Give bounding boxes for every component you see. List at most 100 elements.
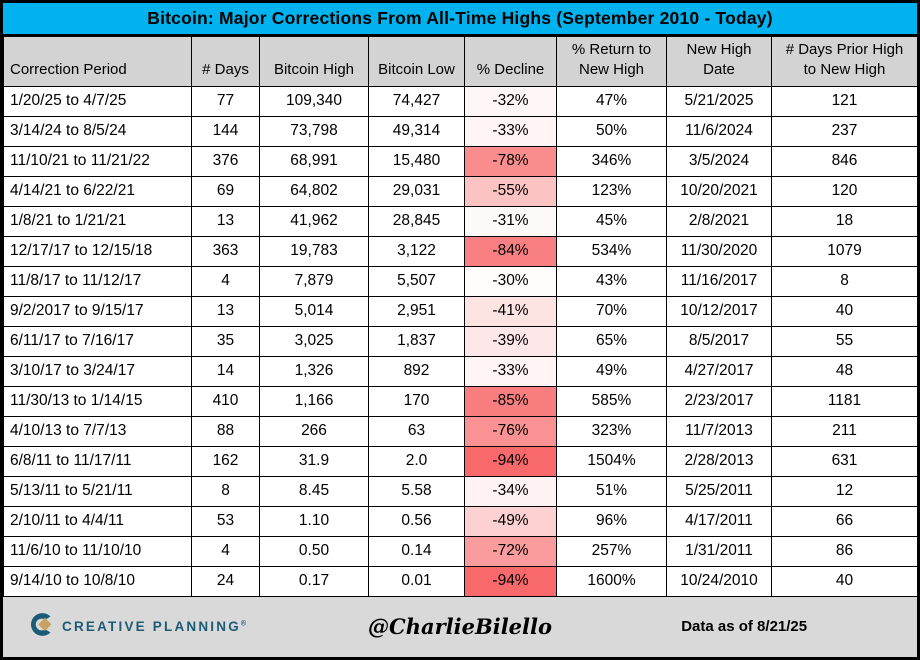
table-row: 1/8/21 to 1/21/21 13 41,962 28,845 -31% 45% 2/… [3,205,917,237]
cell-days-prior: 48 [771,355,917,387]
cell-decline: -72% [464,535,557,567]
cell-period: 11/8/17 to 11/12/17 [3,265,192,297]
cell-decline: -41% [464,295,557,327]
column-header-line: New High [578,61,645,79]
cell-return: 257% [556,535,667,567]
cell-days: 77 [191,85,260,117]
cell-decline: -30% [464,265,557,297]
cell-days: 144 [191,115,260,147]
column-header-decline: % Decline [464,36,557,87]
column-header-line: Bitcoin Low [378,61,455,79]
table-row: 11/8/17 to 11/12/17 4 7,879 5,507 -30% 43% 11/… [3,265,917,297]
cell-period: 11/30/13 to 1/14/15 [3,385,192,417]
cell-date: 5/21/2025 [666,85,772,117]
brand-lockup: CREATIVE PLANNING® [27,610,325,644]
table-row: 4/10/13 to 7/7/13 88 266 63 -76% 323% 11/7/201… [3,415,917,447]
cell-days: 410 [191,385,260,417]
table-row: 9/2/2017 to 9/15/17 13 5,014 2,951 -41% 70% 10… [3,295,917,327]
header-row: Correction Period # Days Bitcoin High Bitco… [3,36,917,87]
cell-decline: -76% [464,415,557,447]
cell-date: 10/24/2010 [666,565,772,597]
cell-low: 5,507 [368,265,465,297]
cell-low: 0.56 [368,505,465,537]
cell-decline: -33% [464,115,557,147]
cell-days-prior: 211 [771,415,917,447]
cell-days: 162 [191,445,260,477]
cell-return: 323% [556,415,667,447]
column-header-line: Correction Period [10,61,127,79]
cell-high: 0.17 [259,565,369,597]
cell-return: 49% [556,355,667,387]
cell-days-prior: 55 [771,325,917,357]
cell-decline: -32% [464,85,557,117]
cell-days-prior: 8 [771,265,917,297]
cell-decline: -78% [464,145,557,177]
brand-name: CREATIVE PLANNING® [62,619,247,635]
cell-period: 5/13/11 to 5/21/11 [3,475,192,507]
cell-low: 170 [368,385,465,417]
cell-days-prior: 120 [771,175,917,207]
cell-decline: -31% [464,205,557,237]
cell-low: 1,837 [368,325,465,357]
cell-date: 11/7/2013 [666,415,772,447]
cell-days-prior: 237 [771,115,917,147]
table-body: 1/20/25 to 4/7/25 77 109,340 74,427 -32% 47% 5… [3,85,917,597]
table-row: 5/13/11 to 5/21/11 8 8.45 5.58 -34% 51% 5/25/2… [3,475,917,507]
table-row: 3/14/24 to 8/5/24 144 73,798 49,314 -33% 50% 1… [3,115,917,147]
column-header-line: Bitcoin High [273,61,355,79]
cell-return: 47% [556,85,667,117]
footer: CREATIVE PLANNING® @CharlieBilello Data … [3,596,917,657]
cell-decline: -85% [464,385,557,417]
column-header-line: to New High [803,61,886,79]
cell-low: 49,314 [368,115,465,147]
cell-days: 13 [191,295,260,327]
cell-high: 1,166 [259,385,369,417]
cell-high: 68,991 [259,145,369,177]
table-row: 6/8/11 to 11/17/11 162 31.9 2.0 -94% 1504% 2/2… [3,445,917,477]
cell-decline: -33% [464,355,557,387]
cell-date: 11/6/2024 [666,115,772,147]
cell-period: 1/20/25 to 4/7/25 [3,85,192,117]
cell-decline: -94% [464,445,557,477]
cell-days-prior: 40 [771,295,917,327]
table-row: 11/10/21 to 11/21/22 376 68,991 15,480 -78% 3… [3,145,917,177]
cell-return: 70% [556,295,667,327]
cell-low: 0.01 [368,565,465,597]
table-row: 11/30/13 to 1/14/15 410 1,166 170 -85% 585% 2/… [3,385,917,417]
cell-days: 88 [191,415,260,447]
column-header-period: Correction Period [3,36,192,87]
creative-planning-logo-icon [27,610,54,644]
cell-date: 11/16/2017 [666,265,772,297]
cell-period: 9/14/10 to 10/8/10 [3,565,192,597]
cell-low: 15,480 [368,145,465,177]
cell-date: 4/27/2017 [666,355,772,387]
table-row: 9/14/10 to 10/8/10 24 0.17 0.01 -94% 1600% 10/… [3,565,917,597]
cell-days: 13 [191,205,260,237]
cell-days-prior: 66 [771,505,917,537]
cell-return: 65% [556,325,667,357]
cell-period: 12/17/17 to 12/15/18 [3,235,192,267]
column-header-line: # Days Prior High [785,41,904,58]
cell-high: 109,340 [259,85,369,117]
table-row: 4/14/21 to 6/22/21 69 64,802 29,031 -55% 123%… [3,175,917,207]
cell-return: 534% [556,235,667,267]
cell-period: 3/14/24 to 8/5/24 [3,115,192,147]
cell-days-prior: 12 [771,475,917,507]
cell-days: 53 [191,505,260,537]
cell-return: 43% [556,265,667,297]
cell-low: 63 [368,415,465,447]
cell-days: 4 [191,535,260,567]
cell-date: 1/31/2011 [666,535,772,567]
cell-low: 74,427 [368,85,465,117]
column-header-high: Bitcoin High [259,36,369,87]
column-header-line: % Decline [476,61,545,79]
cell-high: 41,962 [259,205,369,237]
column-header-date: New High Date [666,36,772,87]
cell-date: 2/8/2021 [666,205,772,237]
cell-date: 5/25/2011 [666,475,772,507]
cell-date: 8/5/2017 [666,325,772,357]
cell-days-prior: 86 [771,535,917,567]
cell-days-prior: 631 [771,445,917,477]
cell-days: 24 [191,565,260,597]
